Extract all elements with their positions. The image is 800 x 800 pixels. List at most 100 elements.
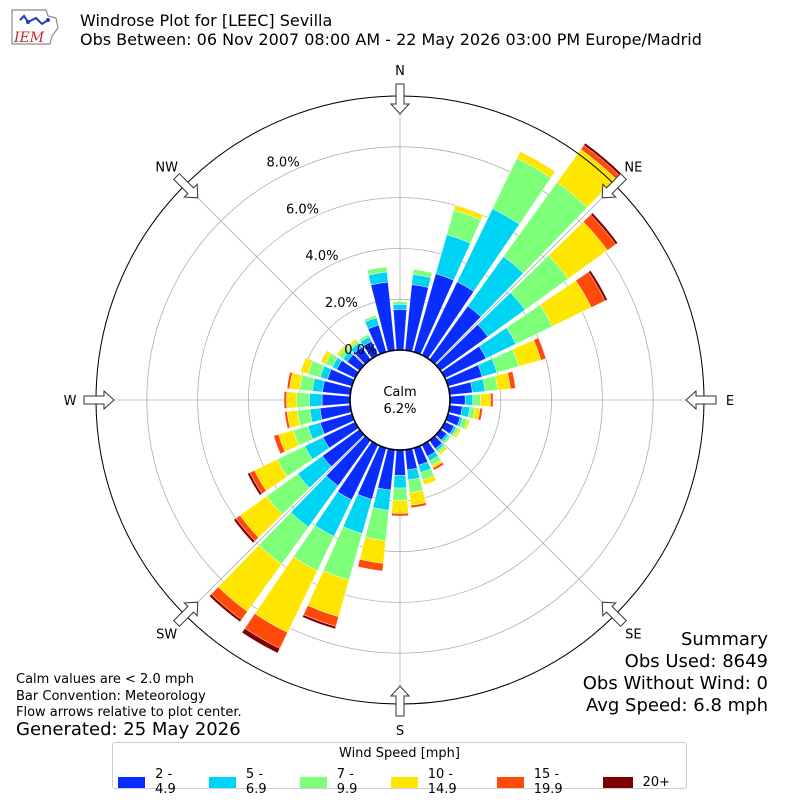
legend-item: 7 - 9.9	[299, 767, 375, 797]
grid-spoke	[184, 435, 365, 616]
windrose-bar-segment	[320, 350, 332, 365]
legend-label: 10 - 14.9	[427, 767, 457, 797]
windrose-bar-segment	[393, 309, 407, 351]
windrose-bar-segment	[366, 266, 388, 276]
windrose-bar-segment	[464, 394, 474, 406]
calm-label: Calm	[383, 385, 416, 400]
note-calm-values: Calm values are < 2.0 mph	[16, 672, 195, 687]
legend-swatch	[299, 776, 327, 788]
flow-arrow-icon	[685, 389, 717, 411]
windrose-bar-segment	[394, 449, 406, 476]
compass-label-s: S	[396, 724, 404, 739]
windrose-bar-segment	[309, 393, 323, 407]
windrose-bar-segment	[533, 337, 547, 361]
grid-spoke	[184, 184, 365, 365]
windrose-bar-segment	[233, 518, 256, 544]
radial-tick-label: 8.0%	[267, 155, 300, 170]
flow-arrow-icon	[172, 172, 199, 199]
windrose-bar-segment	[477, 407, 483, 421]
compass-label-w: W	[64, 394, 77, 409]
windrose-bar-segment	[392, 301, 408, 305]
windrose-bar-segment	[393, 474, 407, 489]
windrose-bar-segment	[273, 434, 286, 455]
legend-item: 10 - 14.9	[390, 767, 481, 797]
summary-obs-without-wind: Obs Without Wind: 0	[582, 673, 768, 694]
legend-swatch	[208, 776, 236, 788]
flow-arrow-icon	[601, 172, 628, 199]
calm-circle	[349, 349, 451, 451]
windrose-bar-segment	[359, 536, 386, 564]
windrose-bar-segment	[463, 418, 471, 431]
compass-label-se: SE	[625, 627, 641, 642]
windrose-bar-segment	[449, 395, 466, 405]
iem-logo: IEM	[11, 9, 59, 46]
windrose-bar-segment	[407, 477, 424, 493]
svg-text:IEM: IEM	[13, 30, 45, 46]
legend-item: 5 - 6.9	[208, 767, 284, 797]
windrose-bar-segment	[448, 404, 463, 416]
windrose-bar-segment	[296, 392, 310, 408]
grid-spoke	[435, 184, 616, 365]
calm-value: 6.2%	[383, 402, 416, 417]
legend-item: 2 - 4.9	[118, 767, 193, 797]
legend-items: 2 - 4.9 5 - 6.9 7 - 9.9 10 - 14.9 15 - 1…	[118, 767, 686, 797]
windrose-bar-segment	[410, 502, 427, 509]
legend-label: 5 - 6.9	[245, 767, 267, 797]
windrose-bar-segment	[247, 472, 263, 496]
compass-label-ne: NE	[624, 161, 642, 176]
chart-title: Windrose Plot for [LEEC] Sevilla	[80, 11, 333, 30]
summary-avg-speed: Avg Speed: 6.8 mph	[586, 695, 768, 716]
windrose-bar-segment	[286, 391, 298, 409]
note-generated: Generated: 25 May 2026	[16, 719, 241, 740]
windrose-bar-segment	[432, 462, 445, 471]
note-bar-convention: Bar Convention: Meteorology	[16, 689, 206, 704]
windrose-bar-segment	[299, 375, 315, 392]
compass-label-nw: NW	[155, 161, 178, 176]
note-flow-arrows: Flow arrows relative to plot center.	[16, 705, 242, 720]
windrose-bar-segment	[321, 394, 351, 406]
windrose-bar-segment	[347, 338, 358, 349]
windrose-bar-segment	[363, 314, 377, 323]
summary-heading: Summary	[681, 629, 768, 650]
windrose-bar-segment	[357, 559, 384, 572]
flow-arrow-icon	[601, 601, 628, 628]
chart-subtitle: Obs Between: 06 Nov 2007 08:00 AM - 22 M…	[80, 30, 702, 49]
legend-swatch	[118, 776, 146, 788]
legend-label: 20+	[642, 774, 670, 790]
legend: Wind Speed [mph] 2 - 4.9 5 - 6.9 7 - 9.9…	[112, 742, 687, 797]
compass-label-sw: SW	[156, 627, 177, 642]
windrose-bar-segment	[392, 304, 408, 310]
windrose-bar-segment	[302, 614, 337, 630]
windrose-bar-segment	[372, 487, 392, 511]
legend-label: 7 - 9.9	[336, 767, 358, 797]
windrose-bar-segment	[442, 434, 452, 444]
legend-title: Wind Speed [mph]	[339, 746, 460, 761]
windrose-bar-segment	[437, 446, 448, 456]
legend-swatch	[602, 776, 633, 788]
windrose-bar-segment	[470, 378, 486, 393]
flow-arrow-icon	[83, 389, 115, 411]
windrose-bar-segment	[453, 428, 462, 439]
windrose-bar-segment	[391, 500, 409, 514]
windrose-bar-segment	[453, 205, 484, 221]
compass-label-e: E	[726, 394, 734, 409]
radial-tick-label: 4.0%	[305, 249, 338, 264]
windrose-bar-segment	[284, 411, 291, 429]
windrose-bar-segment	[583, 142, 622, 176]
flow-arrow-icon	[172, 601, 199, 628]
legend-item: 15 - 19.9	[496, 767, 587, 797]
windrose-bar-segment	[241, 628, 281, 654]
windrose-bar-segment	[516, 151, 556, 179]
windrose-bar-segment	[336, 345, 347, 357]
radial-tick-label: 6.0%	[286, 202, 319, 217]
windrose-bar-segment	[490, 392, 494, 408]
legend-label: 2 - 4.9	[155, 767, 176, 797]
windrose-bar-segment	[588, 270, 608, 302]
flow-arrow-icon	[389, 685, 411, 717]
radial-tick-label: 0.0%	[344, 343, 377, 358]
summary-obs-used: Obs Used: 8649	[624, 651, 768, 672]
windrose-bar-segment	[507, 371, 516, 390]
windrose-bar-segment	[590, 212, 619, 245]
radial-tick-label: 2.0%	[325, 296, 358, 311]
